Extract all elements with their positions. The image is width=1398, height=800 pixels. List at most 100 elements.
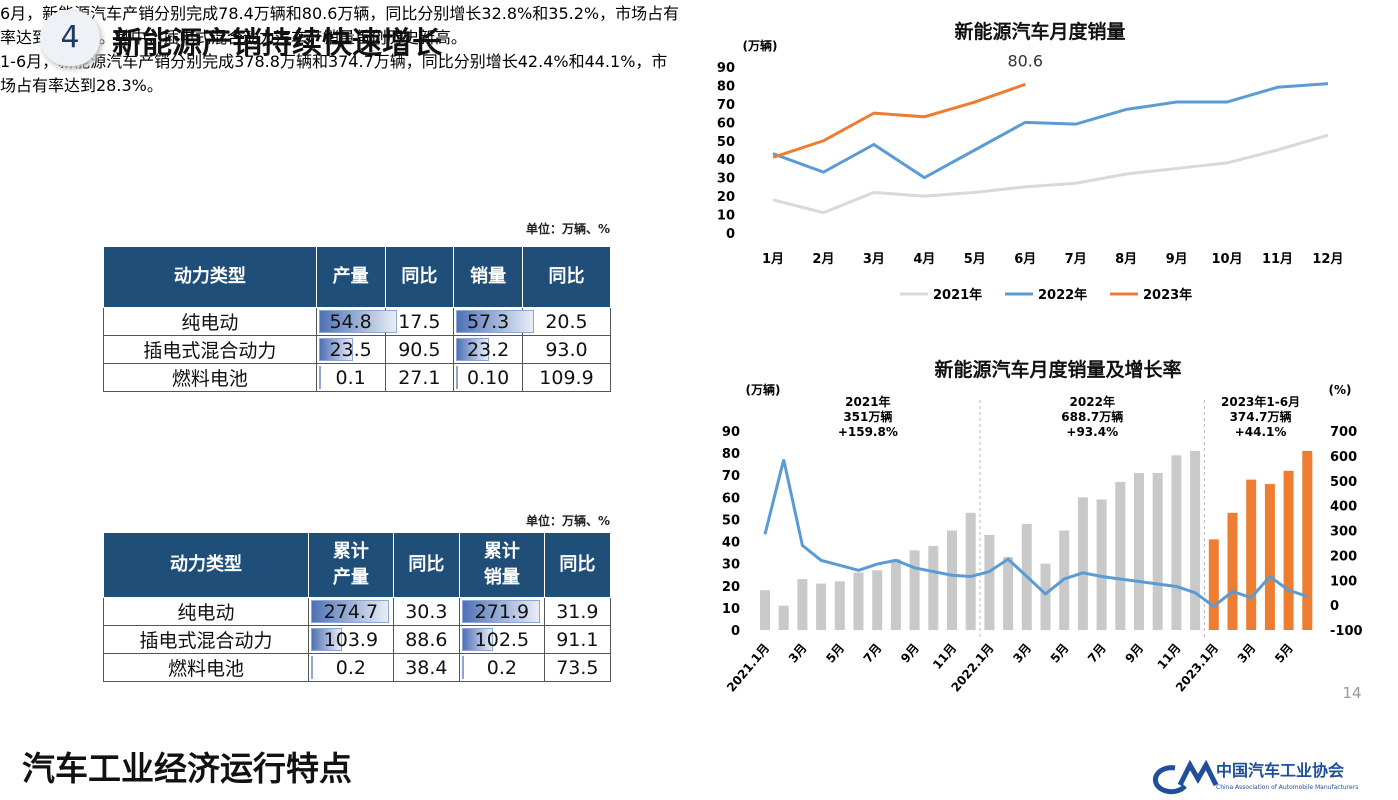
y2-tick-label: 200 (1330, 549, 1357, 564)
x-tick-label: 8月 (1115, 252, 1137, 267)
table-cell: 20.5 (522, 307, 611, 336)
cell-text: 57.3 (466, 310, 510, 333)
x-tick-label: 2月 (812, 252, 834, 267)
header-text: 同比 (408, 554, 445, 575)
table-row: 燃料电池 0.2 38.4 0.2 73.5 (103, 653, 612, 682)
bar (965, 512, 976, 630)
table-cell: 57.3 (453, 307, 535, 336)
series-line (763, 459, 1308, 609)
annotation: 2023年1-6月 (1221, 394, 1300, 409)
series-line (772, 82, 1026, 159)
unit-note: 单位：万辆、% (525, 222, 610, 236)
table-row: 插电式混合动力 23.5 90.5 23.2 93.0 (103, 335, 611, 364)
x-tick-label: 5月 (1048, 641, 1072, 666)
x-tick-label: 4月 (913, 252, 935, 267)
bar (760, 590, 770, 630)
bar (1246, 479, 1257, 630)
x-tick-label: 5月 (823, 641, 847, 666)
bar (1227, 512, 1238, 630)
header-row: 动力类型 累计 产量 同比 累计 销量 同比 (103, 532, 612, 598)
y2-tick-label: 0 (1330, 599, 1339, 614)
page-number: 14 (1342, 684, 1361, 702)
y-tick-label: 80 (717, 79, 735, 94)
bar (1115, 481, 1126, 630)
legend-label: 2021年 (933, 287, 982, 303)
annotation: +44.1% (1235, 425, 1287, 439)
cell-text: 38.4 (405, 656, 448, 679)
table-cell: 93.0 (522, 335, 611, 364)
series-line (772, 82, 1329, 180)
chart-title: 新能源汽车月度销量及增长率 (934, 358, 1181, 381)
cell-text: 纯电动 (181, 312, 239, 334)
y-tick-label: 90 (722, 425, 740, 440)
legend-label: 2022年 (1038, 287, 1087, 303)
data-bar (310, 656, 314, 679)
table-cell: 燃料电池 (103, 363, 317, 392)
table-cell: 88.6 (392, 625, 460, 654)
data-bar (461, 628, 493, 651)
bar (797, 579, 808, 630)
bar (1134, 473, 1144, 630)
cell-text: 102.5 (474, 628, 530, 651)
header-text: 同比 (401, 266, 438, 287)
section-number: 4 (40, 10, 100, 66)
header-cell: 动力类型 (103, 532, 309, 598)
cell-text: 0.2 (486, 656, 517, 679)
bar (1283, 470, 1294, 630)
bar (1264, 484, 1275, 630)
data-bar (310, 628, 342, 651)
data-bar (310, 600, 389, 623)
table-cell: 0.10 (453, 363, 523, 392)
x-tick-label: 7月 (1065, 252, 1087, 267)
y-tick-label: 0 (726, 227, 735, 242)
x-tick-label: 7月 (1085, 641, 1109, 666)
bar (1190, 450, 1201, 630)
table-cell: 271.9 (458, 597, 545, 626)
footer-title: 汽车工业经济运行特点 (22, 749, 352, 788)
x-tick-label: 1月 (762, 252, 784, 267)
cell-text: 燃料电池 (171, 368, 248, 390)
cell-text: 0.10 (466, 366, 510, 389)
table-cell: 38.4 (392, 653, 460, 682)
y2-tick-label: 600 (1330, 450, 1357, 465)
data-table: 动力类型 累计 产量 同比 累计 销量 同比 纯电动 274.7 30.3 271.9 31.9 插电式… (103, 532, 612, 682)
y-tick-label: 20 (722, 580, 740, 595)
cell-text: 93.0 (545, 338, 588, 361)
annotation: +159.8% (838, 425, 898, 439)
cell-text: 73.5 (556, 656, 599, 679)
cell-text: 20.5 (545, 310, 588, 333)
table-cell: 109.9 (522, 363, 611, 392)
x-tick-label: 10月 (1212, 252, 1243, 267)
cell-text: 27.1 (398, 366, 441, 389)
y2-tick-label: 700 (1330, 425, 1357, 440)
header-text: 销量 (470, 266, 507, 287)
table-cell: 274.7 (307, 597, 394, 626)
header-row: 动力类型 产量 同比 销量 同比 (103, 246, 611, 308)
y-axis-label: (万辆) (746, 382, 781, 397)
annotation: +93.4% (1066, 425, 1118, 439)
x-tick-label: 5月 (964, 252, 986, 267)
bar (909, 550, 920, 630)
unit-note: 单位：万辆、% (525, 514, 610, 528)
y-tick-label: 70 (717, 98, 735, 113)
cell-text: 103.9 (323, 628, 379, 651)
data-bar (318, 366, 321, 389)
y-tick-label: 50 (717, 135, 735, 150)
data-bar (456, 366, 459, 389)
bar (834, 581, 845, 630)
x-tick-label: 12月 (1312, 252, 1343, 267)
bar (984, 534, 995, 630)
x-tick-label: 6月 (1014, 252, 1036, 267)
header-cell: 销量 (453, 246, 523, 308)
logo-text: 中国汽车工业协会 (1216, 761, 1344, 780)
legend-label: 2023年 (1143, 287, 1192, 303)
x-tick-label: 2021.1月 (724, 641, 772, 695)
y2-tick-label: 300 (1330, 525, 1357, 540)
y-tick-label: 10 (722, 602, 740, 617)
y2-tick-label: 500 (1330, 475, 1357, 490)
header-text: 动力类型 (173, 266, 246, 287)
series-line (772, 133, 1329, 215)
bar (890, 559, 901, 630)
annotation: 2021年 (845, 394, 890, 409)
y2-tick-label: 100 (1330, 574, 1357, 589)
